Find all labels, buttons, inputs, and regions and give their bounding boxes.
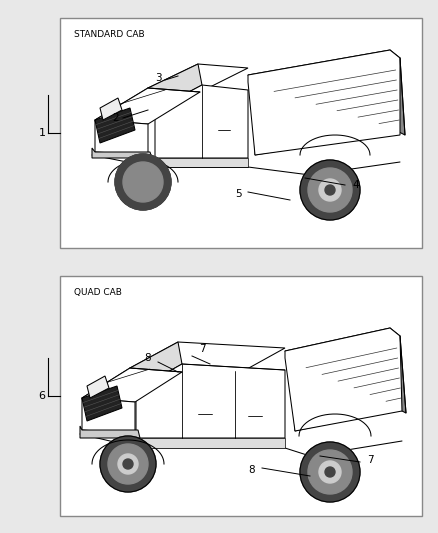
Text: 7: 7: [199, 344, 205, 354]
Polygon shape: [248, 50, 395, 85]
Text: 8: 8: [249, 465, 255, 475]
Polygon shape: [95, 88, 155, 143]
Polygon shape: [82, 386, 122, 421]
Polygon shape: [285, 328, 402, 431]
Circle shape: [300, 442, 360, 502]
Polygon shape: [290, 338, 402, 431]
Circle shape: [118, 454, 138, 474]
Polygon shape: [140, 438, 285, 448]
Bar: [60, 18, 422, 248]
Polygon shape: [82, 368, 182, 402]
Polygon shape: [148, 64, 248, 92]
Text: 8: 8: [145, 353, 151, 363]
Polygon shape: [100, 98, 122, 120]
Polygon shape: [95, 88, 200, 124]
Circle shape: [325, 467, 335, 477]
Polygon shape: [130, 342, 182, 390]
Polygon shape: [80, 426, 140, 438]
Text: 1: 1: [39, 128, 46, 138]
Circle shape: [108, 444, 148, 484]
Bar: [60, 276, 422, 516]
Circle shape: [308, 168, 352, 212]
Circle shape: [319, 179, 341, 201]
Text: 4: 4: [353, 180, 359, 190]
Circle shape: [325, 185, 335, 195]
Text: 2: 2: [113, 113, 119, 123]
Polygon shape: [152, 158, 248, 167]
Polygon shape: [95, 108, 135, 143]
Polygon shape: [82, 368, 136, 421]
Polygon shape: [253, 60, 400, 155]
Polygon shape: [155, 85, 248, 158]
Circle shape: [319, 461, 341, 483]
Polygon shape: [285, 328, 396, 361]
Polygon shape: [92, 148, 152, 158]
Polygon shape: [148, 64, 202, 110]
Text: 7: 7: [367, 455, 373, 465]
Circle shape: [123, 459, 133, 469]
Circle shape: [138, 177, 148, 187]
Polygon shape: [390, 50, 405, 135]
Polygon shape: [87, 376, 109, 398]
Circle shape: [115, 154, 171, 210]
Polygon shape: [95, 120, 148, 155]
Text: QUAD CAB: QUAD CAB: [74, 288, 122, 297]
Polygon shape: [136, 364, 285, 438]
Circle shape: [133, 172, 153, 192]
Text: 5: 5: [235, 189, 241, 199]
Polygon shape: [390, 328, 406, 413]
Polygon shape: [248, 50, 400, 155]
Text: 6: 6: [39, 391, 46, 401]
Text: 3: 3: [155, 73, 161, 83]
Polygon shape: [82, 398, 135, 434]
Circle shape: [308, 450, 352, 494]
Polygon shape: [130, 342, 285, 374]
Circle shape: [123, 162, 163, 202]
Circle shape: [300, 160, 360, 220]
Text: STANDARD CAB: STANDARD CAB: [74, 30, 145, 39]
Circle shape: [100, 436, 156, 492]
